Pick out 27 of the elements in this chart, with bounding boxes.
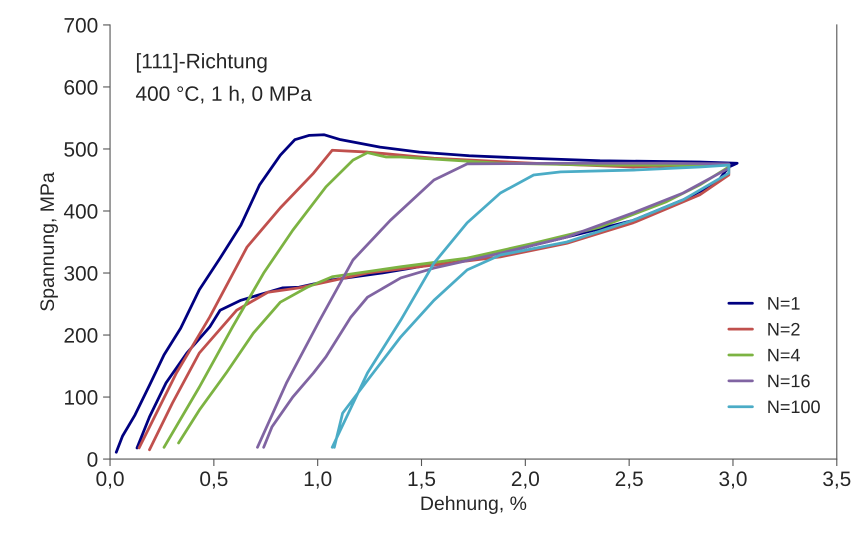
legend-label: N=16 [768,374,810,388]
x-tick-label: 3,5 [823,471,850,489]
y-tick-label: 500 [64,142,98,157]
x-tick-label: 3,0 [719,471,747,489]
x-tick-label: 0,0 [96,471,124,489]
x-tick-label: 0,5 [200,471,228,489]
y-tick-label: 100 [65,390,98,405]
y-tick-label: 400 [64,204,98,219]
y-tick-label: 200 [64,328,98,343]
y-tick-label: 0 [87,452,98,467]
x-tick-label: 1,0 [304,471,332,489]
y-tick-label: 300 [64,266,98,281]
x-tick-label: 2,0 [512,471,539,489]
annotation: 400 °C, 1 h, 0 MPa [136,86,312,104]
y-tick-label: 600 [64,80,98,95]
y-axis-title: Spannung, MPa [40,172,58,311]
legend-label: N=2 [768,322,800,336]
y-tick-label: 700 [64,18,98,33]
x-tick-label: 2,5 [616,471,643,489]
legend-label: N=100 [768,400,820,414]
line-series [330,164,730,449]
legend-label: N=4 [768,348,800,362]
annotation: [111]-Richtung [136,53,267,73]
x-tick-label: 1,5 [408,472,436,489]
legend-label: N=1 [768,297,800,310]
line-series [256,162,730,449]
x-axis-title: Dehnung, % [422,496,526,514]
